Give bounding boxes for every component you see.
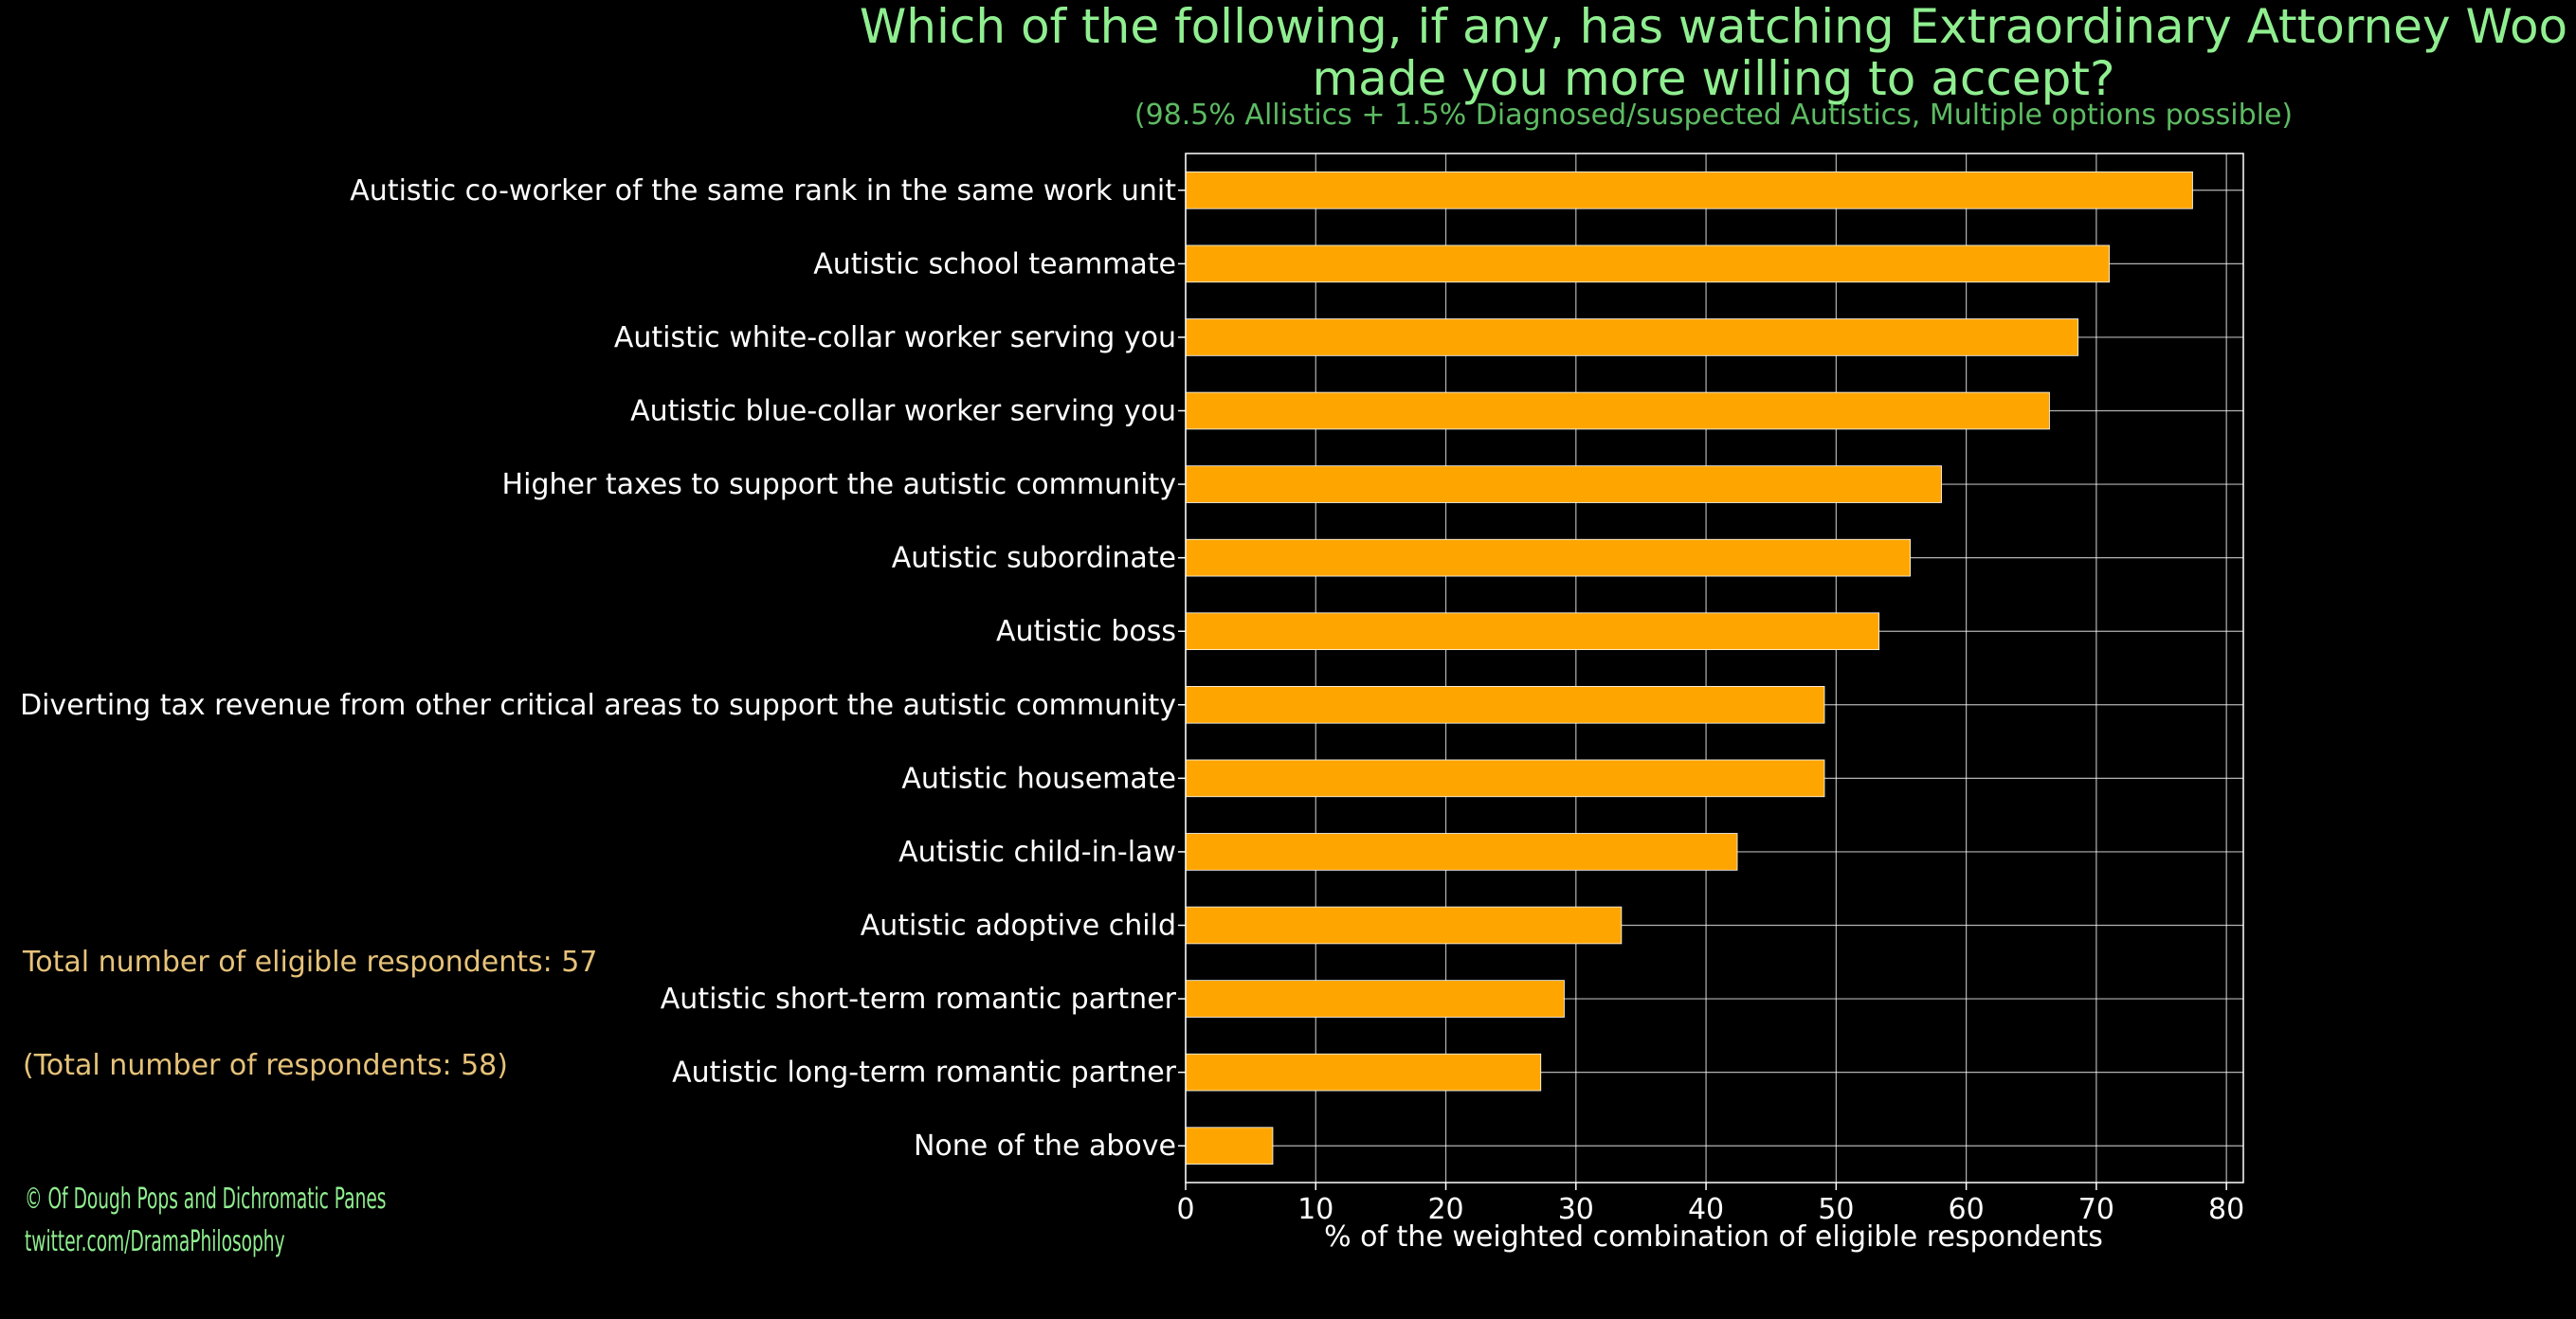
bar: [1185, 318, 2079, 356]
credit-line-1: © Of Dough Pops and Dichromatic Panes: [25, 1182, 386, 1215]
category-label: Higher taxes to support the autistic com…: [502, 468, 1176, 501]
category-label: Autistic boss: [996, 615, 1176, 648]
bar: [1185, 833, 1738, 871]
x-tick-label: 40: [1688, 1193, 1724, 1226]
grid-lines: [1185, 154, 2243, 1183]
bar: [1185, 391, 2050, 430]
bar: [1185, 244, 2111, 283]
x-tick-label: 60: [1949, 1193, 1985, 1226]
category-label: Autistic child-in-law: [898, 836, 1176, 869]
bar: [1185, 980, 1565, 1018]
bar: [1185, 1053, 1542, 1092]
chart-title-line-1: Which of the following, if any, has watc…: [860, 0, 2567, 54]
x-tick-label: 50: [1818, 1193, 1854, 1226]
category-label: Autistic subordinate: [892, 542, 1176, 575]
bar: [1185, 1127, 1274, 1165]
credit-block: © Of Dough Pops and Dichromatic Panes tw…: [25, 1182, 386, 1257]
x-tick-label: 80: [2208, 1193, 2244, 1226]
x-tick-label: 0: [1176, 1193, 1194, 1226]
plot-frame: [1185, 153, 2244, 1183]
category-label: None of the above: [914, 1129, 1176, 1163]
category-label: Autistic blue-collar worker serving you: [630, 395, 1176, 428]
category-label: Autistic school teammate: [813, 247, 1176, 280]
eligible-respondents-note: Total number of eligible respondents: 57: [22, 946, 597, 979]
x-tick-label: 20: [1427, 1193, 1463, 1226]
bar: [1185, 759, 1825, 798]
category-label: Autistic co-worker of the same rank in t…: [350, 174, 1176, 208]
category-label: Diverting tax revenue from other critica…: [20, 689, 1176, 722]
bar: [1185, 538, 1911, 577]
chart-title-line-2: made you more willing to accept?: [1312, 51, 2114, 106]
bars: [1185, 171, 2193, 1165]
x-tick-label: 30: [1558, 1193, 1594, 1226]
chart-subtitle: (98.5% Allistics + 1.5% Diagnosed/suspec…: [1134, 99, 2293, 132]
category-labels: Autistic co-worker of the same rank in t…: [20, 174, 1177, 1163]
bar: [1185, 612, 1880, 651]
category-label: Autistic housemate: [901, 762, 1176, 795]
category-label: Autistic long-term romantic partner: [672, 1057, 1177, 1090]
bar: [1185, 906, 1623, 945]
category-label: Autistic white-collar worker serving you: [614, 321, 1176, 354]
x-axis-label: % of the weighted combination of eligibl…: [1324, 1220, 2103, 1254]
category-label: Autistic adoptive child: [861, 910, 1176, 943]
total-respondents-note: (Total number of respondents: 58): [23, 1049, 508, 1082]
x-tick-labels: 0 10 20 30 40 50 60 70 80: [1176, 190, 2244, 1226]
category-label: Autistic short-term romantic partner: [661, 983, 1177, 1016]
x-tick-label: 10: [1297, 1193, 1333, 1226]
credit-line-2: twitter.com/DramaPhilosophy: [25, 1224, 285, 1257]
x-tick-label: 70: [2078, 1193, 2114, 1226]
bar: [1185, 171, 2193, 209]
bar: [1185, 685, 1825, 724]
bar: [1185, 465, 1942, 503]
